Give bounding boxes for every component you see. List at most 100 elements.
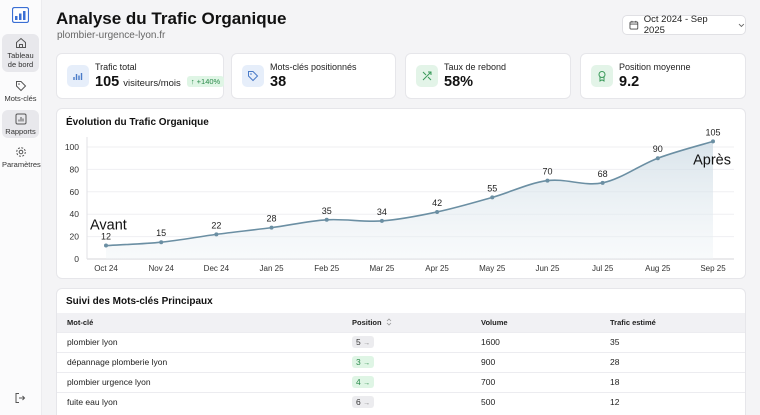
data-label: 70 xyxy=(542,167,552,177)
series-line xyxy=(105,140,714,247)
table-row[interactable]: plombier urgence lyon 4 → 700 18 xyxy=(57,371,745,392)
data-label: 12 xyxy=(101,232,111,242)
data-point xyxy=(600,180,605,185)
date-range-label: Oct 2024 - Sep 2025 xyxy=(643,14,708,36)
x-tick-label: Jan 25 xyxy=(260,264,285,273)
data-point xyxy=(159,240,164,245)
y-tick-label: 60 xyxy=(70,187,80,197)
table-row[interactable]: plombier lyon 5 → 1600 35 xyxy=(57,331,745,352)
volume-cell: 500 xyxy=(481,391,610,412)
data-point xyxy=(490,195,495,200)
data-point xyxy=(711,139,715,144)
traffic-cell: 18 xyxy=(610,371,745,392)
data-label: 42 xyxy=(432,198,442,208)
stat-card-total-traffic: Trafic total 105 visiteurs/mois ↑ +140% xyxy=(56,53,225,99)
sidebar-item-label: de bord xyxy=(7,60,34,69)
data-point xyxy=(545,178,550,183)
y-tick-label: 20 xyxy=(70,232,80,242)
sidebar-item-dashboard[interactable]: Tableau de bord xyxy=(2,34,39,72)
x-tick-label: Nov 24 xyxy=(149,264,175,273)
column-header-keyword[interactable]: Mot-clé xyxy=(57,313,352,332)
data-point xyxy=(214,232,219,237)
position-value: 4 xyxy=(356,377,361,387)
keyword-cell: fuite eau lyon xyxy=(57,391,352,412)
date-range-picker[interactable]: Oct 2024 - Sep 2025 xyxy=(622,14,746,36)
table-row[interactable]: fuite eau lyon 6 → 500 12 xyxy=(57,391,745,412)
y-tick-label: 80 xyxy=(70,164,80,174)
keywords-table-card: Suivi des Mots-clés Principaux Mot-clé P… xyxy=(56,288,746,415)
stat-label: Taux de rebond xyxy=(444,62,507,72)
data-label: 55 xyxy=(487,183,497,193)
x-tick-label: May 25 xyxy=(479,264,506,273)
data-label: 35 xyxy=(322,206,332,216)
report-icon xyxy=(15,113,26,125)
sidebar-item-keywords[interactable]: Mots-clés xyxy=(2,77,39,105)
calendar-icon xyxy=(629,20,639,30)
column-header-volume[interactable]: Volume xyxy=(481,313,610,332)
volume-cell: 900 xyxy=(481,351,610,372)
data-label: 105 xyxy=(705,127,720,137)
tag-icon xyxy=(242,65,264,87)
data-label: 34 xyxy=(377,207,387,217)
stat-card-keywords: Mots-clés positionnés 38 xyxy=(231,53,396,99)
position-badge: 4 → xyxy=(352,376,375,388)
data-label: 68 xyxy=(598,169,608,179)
sidebar-item-label: Paramètres xyxy=(2,160,41,169)
logout-icon[interactable] xyxy=(14,392,26,404)
table-row[interactable]: dépannage plomberie lyon 3 → 900 28 xyxy=(57,351,745,372)
x-tick-label: Jun 25 xyxy=(535,264,560,273)
data-point xyxy=(655,156,660,161)
position-value: 3 xyxy=(356,357,361,367)
bar-chart-logo-icon[interactable] xyxy=(12,7,29,23)
position-cell: 3 → xyxy=(352,351,481,372)
data-point xyxy=(269,225,274,230)
column-header-position[interactable]: Position xyxy=(352,313,481,332)
traffic-chart-card: Évolution du Trafic Organique 0 20 40 60 80 1… xyxy=(56,108,746,279)
table-title: Suivi des Mots-clés Principaux xyxy=(66,296,213,307)
stat-label: Mots-clés positionnés xyxy=(270,62,357,72)
volume-cell: 1600 xyxy=(481,331,610,352)
sidebar-item-label: Rapports xyxy=(5,127,36,136)
data-point xyxy=(379,218,384,223)
keyword-cell: dépannage plomberie lyon xyxy=(57,351,352,372)
sidebar-item-reports[interactable]: Rapports xyxy=(2,110,39,138)
site-domain: plombier-urgence-lyon.fr xyxy=(57,30,166,41)
stat-value: 58% xyxy=(444,74,474,90)
position-badge: 5 → xyxy=(352,336,375,348)
annotation-label: Après xyxy=(693,152,731,168)
sort-icon[interactable] xyxy=(386,318,392,326)
data-label: 90 xyxy=(653,144,663,154)
shuffle-icon xyxy=(416,65,438,87)
position-badge: 6 → xyxy=(352,396,375,409)
stat-card-bounce-rate: Taux de rebond 58% xyxy=(405,53,571,99)
traffic-cell: 12 xyxy=(610,391,745,412)
position-badge: 3 → xyxy=(352,356,375,368)
position-cell: 4 → xyxy=(352,371,481,392)
sidebar-item-settings[interactable]: Paramètres xyxy=(2,143,41,171)
sidebar-item-label: Tableau xyxy=(7,51,34,60)
y-tick-label: 40 xyxy=(70,209,80,219)
x-tick-label: Sep 25 xyxy=(700,264,726,273)
stat-unit: visiteurs/mois xyxy=(123,78,181,89)
column-header-traffic[interactable]: Trafic estimé xyxy=(610,313,745,332)
data-point xyxy=(435,209,440,214)
traffic-cell: 28 xyxy=(610,351,745,372)
position-value: 5 xyxy=(356,337,361,347)
volume-cell: 700 xyxy=(481,371,610,392)
home-icon xyxy=(15,37,26,48)
stat-value: 105 visiteurs/mois ↑ +140% xyxy=(95,74,225,90)
chevron-down-icon xyxy=(738,23,745,27)
x-tick-label: Dec 24 xyxy=(204,264,230,273)
arrow-right-icon: → xyxy=(363,360,371,367)
x-tick-label: Aug 25 xyxy=(645,264,671,273)
x-tick-label: Apr 25 xyxy=(425,264,449,273)
keywords-table: Mot-clé Position Volume Trafic estimé pl… xyxy=(57,313,745,412)
stat-card-avg-position: Position moyenne 9.2 xyxy=(580,53,746,99)
tag-icon xyxy=(15,81,26,92)
gear-icon xyxy=(15,147,26,157)
table-header-row: Mot-clé Position Volume Trafic estimé xyxy=(57,313,745,332)
growth-badge: ↑ +140% xyxy=(186,76,225,87)
chart-title: Évolution du Trafic Organique xyxy=(66,117,209,128)
data-point xyxy=(324,217,329,222)
stat-label: Position moyenne xyxy=(619,62,691,72)
